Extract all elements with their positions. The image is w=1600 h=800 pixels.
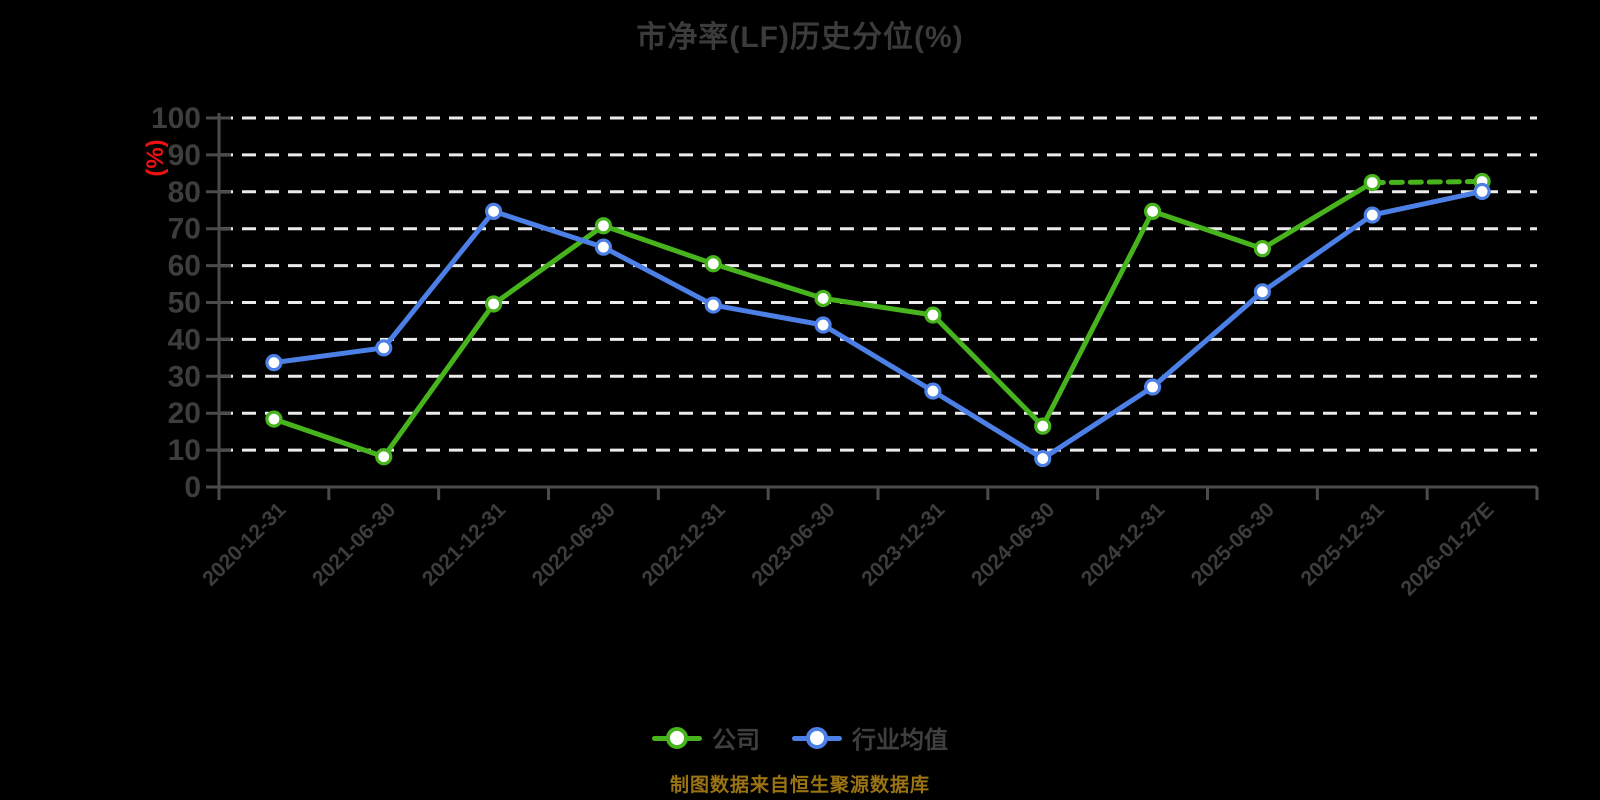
x-tick-label: 2021-12-31 (418, 498, 510, 590)
company-data-point-marker (1253, 240, 1272, 258)
industry-data-point-marker (1363, 206, 1381, 224)
industry-data-point-marker (1473, 182, 1491, 201)
industry-data-point-marker (594, 238, 613, 256)
y-axis-unit-label: (%) (142, 139, 169, 177)
y-tick-label: 50 (168, 287, 201, 320)
industry-data-point-marker (704, 296, 722, 314)
x-tick-label: 2024-12-31 (1077, 498, 1169, 590)
y-tick-label: 100 (151, 102, 201, 135)
x-tick-label: 2023-12-31 (857, 498, 949, 590)
company-series-forecast-dashed-line (1369, 179, 1485, 186)
industry-data-point-marker (484, 202, 503, 220)
legend-label-company: 公司 (712, 727, 760, 754)
industry-series-line (271, 188, 1485, 462)
company-data-point-marker (1143, 202, 1162, 220)
company-data-point-marker (924, 306, 942, 324)
industry-data-point-marker (1034, 449, 1052, 468)
x-tick-label: 2026-01-27E (1396, 498, 1498, 600)
company-data-point-marker (484, 295, 503, 313)
y-tick-label: 60 (168, 250, 201, 283)
industry-series-marker-icon (792, 726, 842, 750)
y-tick-label: 10 (168, 434, 201, 467)
company-data-point-marker (704, 255, 722, 273)
company-data-point-marker (375, 448, 393, 466)
chart-title: 市净率(LF)历史分位(%) (636, 21, 964, 54)
y-tick-label: 0 (184, 471, 201, 504)
legend-label-industry-average: 行业均值 (852, 727, 948, 754)
company-data-point-marker (1363, 173, 1381, 192)
x-tick-label: 2022-12-31 (638, 498, 730, 590)
x-tick-label: 2021-06-30 (308, 498, 400, 590)
industry-data-point-marker (814, 316, 832, 334)
y-tick-label: 90 (168, 139, 201, 172)
legend: 公司 行业均值 (0, 720, 1600, 755)
legend-item-industry-average[interactable]: 行业均值 (792, 720, 948, 755)
x-tick-label: 2024-06-30 (967, 498, 1059, 590)
x-tick-label: 2022-06-30 (528, 498, 620, 590)
industry-data-point-marker (375, 339, 393, 357)
y-tick-label: 80 (168, 176, 201, 209)
industry-data-point-marker (1143, 378, 1162, 396)
legend-item-company[interactable]: 公司 (652, 720, 760, 755)
x-tick-label: 2023-06-30 (747, 498, 839, 590)
x-tick-label: 2025-12-31 (1297, 498, 1389, 590)
x-tick-label: 2020-12-31 (198, 498, 290, 590)
y-tick-label: 20 (168, 397, 201, 430)
x-tick-label: 2025-06-30 (1187, 498, 1279, 590)
company-data-point-marker (265, 410, 283, 428)
y-tick-label: 40 (168, 323, 201, 356)
company-data-point-marker (814, 289, 832, 308)
industry-data-point-marker (924, 382, 942, 400)
industry-data-point-marker (1253, 283, 1272, 301)
industry-data-point-marker (265, 354, 283, 372)
company-series-marker-icon (652, 726, 702, 750)
company-data-point-marker (1034, 417, 1052, 435)
y-tick-label: 70 (168, 213, 201, 246)
company-data-point-marker (594, 217, 613, 235)
y-tick-label: 30 (168, 360, 201, 393)
data-source-caption: 制图数据来自恒生聚源数据库 (669, 775, 930, 796)
